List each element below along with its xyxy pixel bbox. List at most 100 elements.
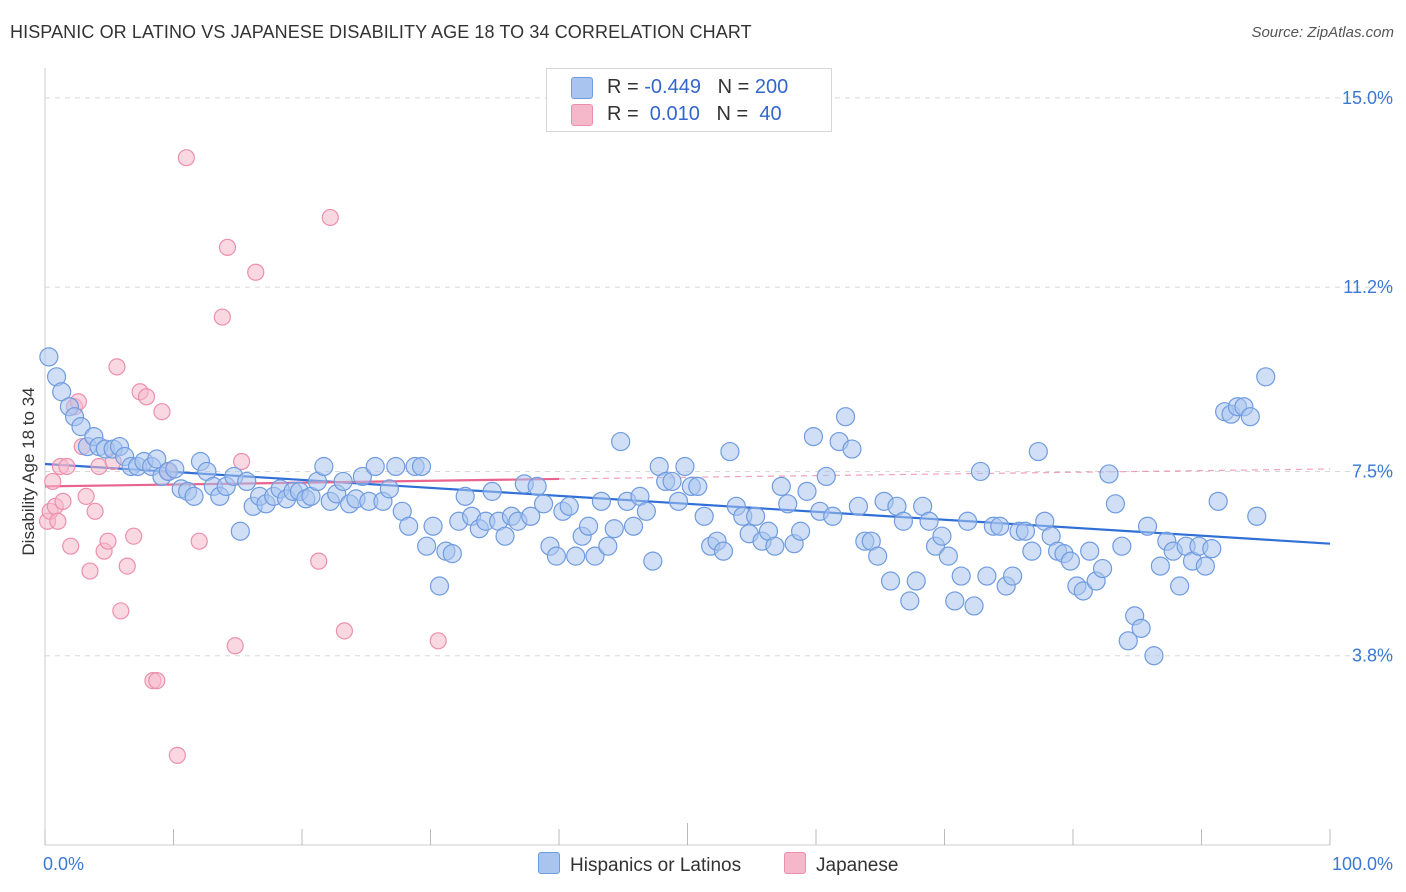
hispanic-point — [932, 526, 952, 546]
hispanic-point — [1208, 491, 1228, 511]
x-tick-label: 100.0% — [1332, 854, 1393, 874]
hispanic-point — [990, 516, 1010, 536]
bottom-legend-hispanic: Hispanics or Latinos — [538, 852, 741, 877]
hispanic-point — [771, 476, 791, 497]
hispanic-point — [52, 382, 72, 402]
japanese-point — [137, 388, 156, 406]
hispanic-point — [765, 536, 785, 556]
hispanic-point — [1028, 441, 1048, 462]
hispanic-point — [893, 511, 913, 531]
japanese-point — [310, 552, 328, 570]
hispanic-point — [521, 506, 541, 526]
japanese-point — [99, 532, 117, 550]
hispanic-point — [713, 541, 734, 561]
hispanic-point — [352, 466, 372, 487]
hispanic-point — [1112, 536, 1132, 556]
hispanic-point — [746, 506, 766, 526]
hispanic-point — [1073, 581, 1093, 601]
hispanic-point — [230, 521, 250, 541]
hispanic-point — [1105, 494, 1126, 514]
legend-swatch-blue — [571, 77, 593, 99]
bottom-legend-label: Hispanics or Latinos — [570, 855, 742, 876]
japanese-point — [168, 746, 186, 764]
hispanic-point — [1150, 556, 1170, 576]
legend-swatch-pink — [571, 104, 593, 126]
japanese-point — [44, 472, 62, 491]
japanese-point — [335, 622, 354, 640]
hispanic-point — [566, 546, 586, 566]
hispanic-point — [797, 481, 817, 501]
japanese-point — [213, 308, 231, 326]
hispanic-point — [970, 461, 991, 482]
japanese-point — [125, 527, 143, 545]
japanese-point — [153, 403, 171, 421]
hispanic-point — [495, 526, 515, 546]
bottom-legend-label: Japanese — [816, 855, 899, 876]
tick-labels: 3.8% 7.5% 11.2% 15.0% 0.0% 100.0% Disability A… — [19, 88, 1393, 874]
japanese-point — [429, 632, 447, 650]
y-tick-label: 11.2% — [1343, 277, 1393, 297]
hispanic-point — [71, 417, 91, 437]
hispanic-point — [643, 551, 663, 571]
bottom-legend-swatch-blue — [538, 852, 560, 874]
hispanic-point — [411, 456, 432, 477]
hispanic-point — [39, 347, 59, 367]
hispanic-point — [1003, 566, 1023, 586]
hispanic-point — [1170, 576, 1190, 596]
hispanic-point — [977, 566, 997, 586]
hispanic-point — [314, 456, 334, 477]
hispanic-point — [675, 456, 695, 477]
hispanic-point — [823, 506, 843, 526]
japanese-point — [62, 537, 80, 555]
hispanic-point — [1131, 618, 1151, 638]
hispanic-point — [1099, 464, 1119, 484]
hispanic-point — [668, 491, 689, 511]
bottom-legend-japanese: Japanese — [784, 852, 898, 877]
hispanic-point — [604, 519, 624, 539]
hispanic-point — [662, 471, 682, 492]
hispanic-point — [848, 496, 869, 516]
hispanic-point — [546, 546, 567, 566]
hispanic-point — [559, 496, 579, 516]
hispanic-point — [417, 536, 437, 556]
hispanic-point — [165, 459, 185, 479]
x-tick-label: 0.0% — [43, 854, 84, 874]
hispanic-point — [803, 426, 824, 447]
hispanic-point — [900, 591, 920, 611]
hispanic-point — [694, 506, 714, 526]
hispanic-point — [816, 466, 836, 487]
chart-title: HISPANIC OR LATINO VS JAPANESE DISABILIT… — [10, 22, 752, 42]
hispanic-point — [578, 516, 599, 536]
hispanic-point — [611, 431, 631, 452]
japanese-point — [177, 149, 195, 167]
hispanic-point — [778, 494, 798, 514]
hispanic-point — [1118, 631, 1138, 651]
hispanic-point — [906, 571, 926, 591]
hispanic-point — [1022, 541, 1042, 561]
hispanic-point — [958, 511, 978, 531]
japanese-point — [58, 457, 76, 476]
hispanic-point — [527, 476, 547, 497]
japanese-point — [218, 238, 237, 256]
legend-r-value: 0.010 — [644, 103, 700, 125]
japanese-point — [226, 637, 244, 655]
japanese-point — [49, 512, 67, 530]
japanese-point — [81, 562, 99, 580]
japanese-point — [190, 532, 208, 550]
japanese-point — [118, 557, 136, 575]
hispanic-point — [237, 471, 257, 492]
grid-lines — [45, 97, 1392, 657]
hispanic-point — [945, 591, 965, 611]
hispanic-point — [399, 516, 419, 536]
hispanic-point — [365, 456, 385, 477]
hispanic-point — [1202, 539, 1222, 559]
hispanic-point — [423, 516, 443, 536]
hispanic-point — [868, 546, 888, 566]
hispanic-point — [591, 491, 612, 511]
data-points — [38, 149, 1276, 764]
y-tick-label: 7.5% — [1352, 461, 1393, 481]
japanese-point — [108, 358, 126, 376]
japanese-point — [321, 208, 339, 227]
hispanic-point — [1240, 407, 1260, 427]
hispanic-point — [333, 471, 353, 492]
